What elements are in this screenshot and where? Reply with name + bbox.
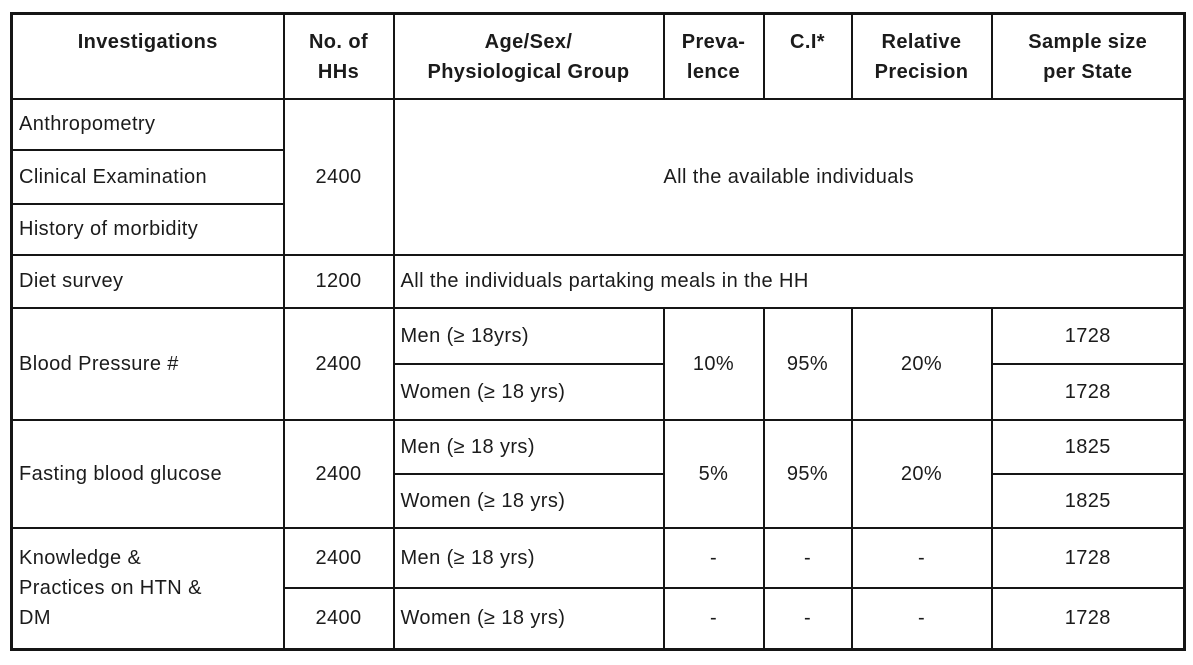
cell-fbg-prevalence: 5% (662, 418, 765, 529)
header-sample-size: Sample size per State (990, 12, 1186, 100)
cell-anthro-group-coverage: All the available individuals (392, 97, 1186, 256)
cell-kp-investigation: Knowledge & Practices on HTN & DM (10, 526, 285, 651)
cell-bp-ci: 95% (762, 306, 853, 421)
cell-diet-investigation: Diet survey (10, 253, 285, 309)
row-diet-survey: Diet survey 1200 All the individuals par… (10, 253, 1186, 309)
cell-kp-men-ci: - (762, 526, 853, 589)
cell-anthro-group-hhs: 2400 (282, 97, 395, 256)
row-fasting-glucose-women: Women (≥ 18 yrs) 1825 (12, 472, 1186, 529)
cell-anthropometry-investigation: Anthropometry (10, 97, 285, 151)
row-knowledge-men: Knowledge & Practices on HTN & DM 2400 M… (10, 526, 1186, 651)
cell-kp-men-group: Men (≥ 18 yrs) (392, 526, 665, 589)
header-ci: C.I* (762, 12, 853, 100)
cell-diet-hhs: 1200 (282, 253, 395, 309)
cell-fbg-investigation: Fasting blood glucose (10, 418, 285, 529)
header-age-sex-group: Age/Sex/ Physiological Group (392, 12, 665, 100)
cell-kp-men-relative-precision: - (850, 526, 993, 589)
row-fasting-glucose-men: Fasting blood glucose 2400 Men (≥ 18 yrs… (10, 418, 1186, 529)
cell-fbg-ci: 95% (762, 418, 853, 529)
row-knowledge-women: 2400 Women (≥ 18 yrs) - - - 1728 (12, 586, 1186, 651)
cell-fbg-hhs: 2400 (282, 418, 395, 529)
cell-bp-hhs: 2400 (282, 306, 395, 421)
cell-bp-relative-precision: 20% (850, 306, 993, 421)
cell-kp-men-prevalence: - (662, 526, 765, 589)
cell-kp-men-sample: 1728 (990, 526, 1186, 589)
cell-fbg-women-sample: 1825 (990, 472, 1186, 529)
cell-fbg-relative-precision: 20% (850, 418, 993, 529)
header-investigations: Investigations (10, 12, 285, 100)
cell-kp-women-relative-precision: - (850, 586, 993, 651)
cell-fbg-men-group: Men (≥ 18 yrs) (392, 418, 665, 475)
cell-kp-women-sample: 1728 (990, 586, 1186, 651)
cell-fbg-men-sample: 1825 (990, 418, 1186, 475)
cell-kp-women-prevalence: - (662, 586, 765, 651)
cell-kp-women-ci: - (762, 586, 853, 651)
cell-fbg-women-group: Women (≥ 18 yrs) (392, 472, 665, 529)
cell-kp-women-hhs: 2400 (282, 586, 395, 651)
cell-clinical-investigation: Clinical Examination (10, 148, 285, 205)
row-clinical-examination: Clinical Examination (10, 148, 1185, 205)
cell-diet-coverage: All the individuals partaking meals in t… (392, 253, 1186, 309)
row-anthropometry: Anthropometry 2400 All the available ind… (10, 97, 1186, 256)
cell-bp-women-group: Women (≥ 18 yrs) (392, 362, 665, 421)
cell-kp-women-group: Women (≥ 18 yrs) (392, 586, 665, 651)
cell-kp-men-hhs: 2400 (282, 526, 395, 589)
cell-bp-investigation: Blood Pressure # (10, 306, 285, 421)
row-blood-pressure-women: Women (≥ 18 yrs) 1728 (12, 362, 1186, 421)
cell-bp-prevalence: 10% (662, 306, 765, 421)
row-blood-pressure-men: Blood Pressure # 2400 Men (≥ 18yrs) 10% … (10, 306, 1186, 421)
header-prevalence: Preva- lence (662, 12, 765, 100)
header-row: Investigations No. of HHs Age/Sex/ Physi… (10, 12, 1186, 100)
cell-bp-women-sample: 1728 (990, 362, 1186, 421)
survey-design-table: Investigations No. of HHs Age/Sex/ Physi… (10, 12, 1186, 651)
cell-bp-men-sample: 1728 (990, 306, 1186, 365)
header-no-of-hhs: No. of HHs (282, 12, 395, 100)
cell-history-investigation: History of morbidity (10, 202, 285, 256)
row-history-of-morbidity: History of morbidity (10, 202, 1185, 256)
header-relative-precision: Relative Precision (850, 12, 993, 100)
cell-bp-men-group: Men (≥ 18yrs) (392, 306, 665, 365)
